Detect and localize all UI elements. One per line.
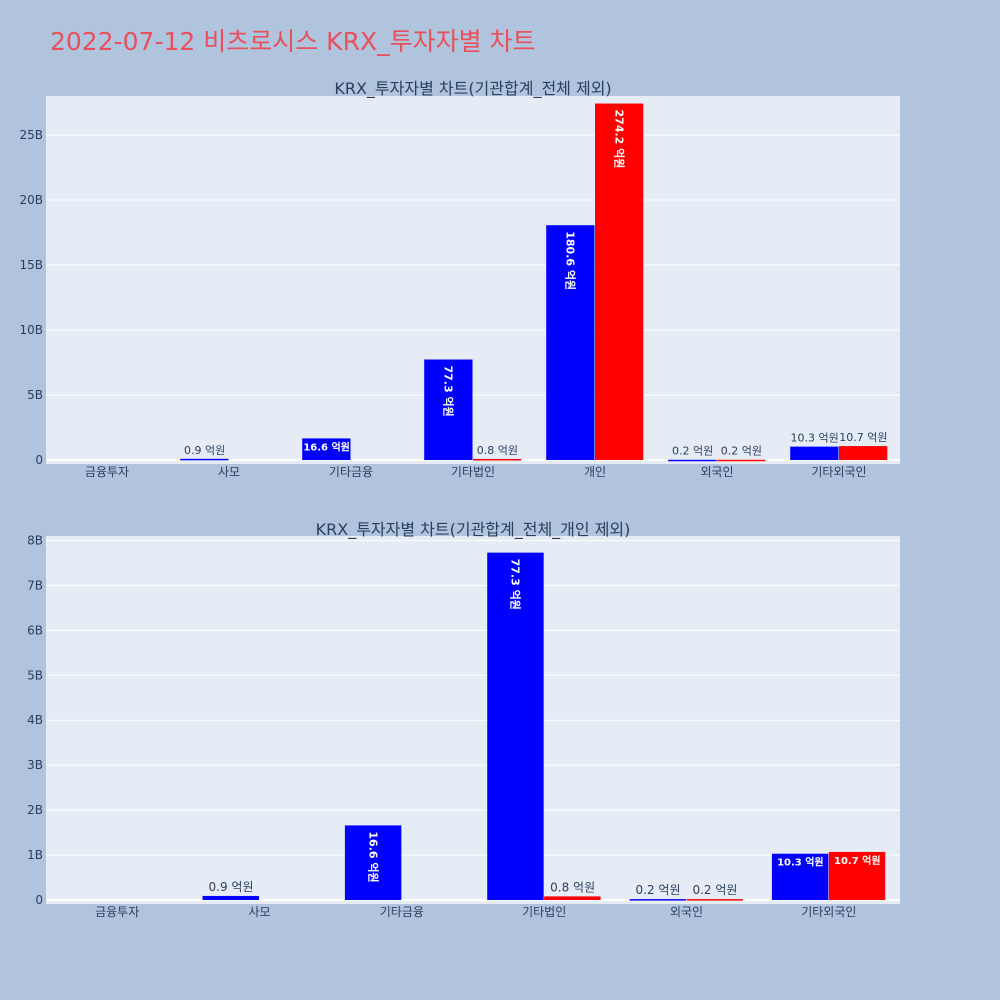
- bar: [180, 458, 229, 461]
- bar-value-label: 0.2 억원: [636, 883, 681, 897]
- bar-value-label: 77.3 억원: [442, 366, 456, 417]
- y-tick-label: 3B: [27, 758, 43, 772]
- bar: [717, 459, 766, 462]
- bar-value-label: 0.8 억원: [477, 444, 518, 457]
- bar: [771, 853, 829, 900]
- y-tick-label: 4B: [27, 713, 43, 727]
- bar: [839, 446, 888, 460]
- bar-value-label: 10.7 억원: [834, 854, 881, 867]
- bar-value-label: 10.7 억원: [839, 431, 887, 444]
- bar: [473, 458, 522, 461]
- x-tick-label: 금융투자: [85, 465, 129, 479]
- y-tick-label: 6B: [27, 623, 43, 637]
- page-title: 2022-07-12 비츠로시스 KRX_투자자별 차트: [50, 27, 536, 56]
- chart-title: KRX_투자자별 차트(기관합계_전체 제외): [334, 79, 611, 99]
- plot-background: [46, 96, 900, 464]
- y-tick-label: 0: [35, 453, 43, 467]
- bar-value-label: 274.2 억원: [612, 110, 626, 169]
- bar-value-label: 0.9 억원: [209, 880, 254, 894]
- x-tick-label: 기타금융: [329, 465, 373, 479]
- bar: [790, 446, 839, 460]
- x-tick-label: 기타금융: [380, 905, 424, 919]
- bar: [668, 459, 717, 462]
- bar: [686, 899, 743, 901]
- bar-value-label: 0.9 억원: [184, 444, 225, 457]
- bar-value-label: 77.3 억원: [509, 559, 523, 610]
- bar: [202, 895, 259, 900]
- bar-value-label: 10.3 억원: [777, 856, 824, 869]
- bar-value-label: 0.2 억원: [672, 445, 713, 458]
- y-tick-label: 5B: [27, 388, 43, 402]
- bar-value-label: 10.3 억원: [790, 432, 838, 445]
- x-tick-label: 기타외국인: [811, 465, 866, 479]
- x-tick-label: 개인: [584, 465, 606, 479]
- y-tick-label: 5B: [27, 668, 43, 682]
- y-tick-label: 10B: [19, 323, 43, 337]
- y-tick-label: 0: [35, 893, 43, 907]
- x-tick-label: 사모: [248, 905, 270, 919]
- bar-value-label: 0.8 억원: [550, 880, 595, 894]
- bar: [629, 899, 686, 901]
- bar: [544, 896, 601, 900]
- bar-value-label: 16.6 억원: [366, 831, 380, 882]
- y-tick-label: 1B: [27, 848, 43, 862]
- y-tick-label: 15B: [19, 258, 43, 272]
- x-tick-label: 기타법인: [451, 465, 495, 479]
- bar: [344, 825, 402, 900]
- x-tick-label: 외국인: [700, 465, 733, 479]
- bar: [424, 359, 473, 460]
- bar-value-label: 0.2 억원: [692, 883, 737, 897]
- x-tick-label: 기타법인: [522, 905, 566, 919]
- y-tick-label: 2B: [27, 803, 43, 817]
- chart-2: 0 1B 2B 3B 4B 5B 6B 7B 8B KRX_투자자별 차트(기관합계_전체_개인 …: [27, 520, 900, 919]
- x-tick-label: 사모: [218, 465, 240, 479]
- y-tick-label: 7B: [27, 578, 43, 592]
- bar: [828, 851, 886, 900]
- bar-value-label: 180.6 억원: [564, 231, 578, 290]
- bar: [487, 552, 544, 900]
- bar-value-label: 0.2 억원: [721, 445, 762, 458]
- bar-value-label: 16.6 억원: [303, 440, 350, 453]
- chart-1: 0 5B 10B 15B 20B 25B KRX_투자자별 차트(기관합계_전체 제외) 금융…: [19, 79, 900, 479]
- chart-title: KRX_투자자별 차트(기관합계_전체_개인 제외): [316, 520, 631, 540]
- y-tick-label: 20B: [19, 193, 43, 207]
- y-tick-label: 8B: [27, 533, 43, 547]
- bar: [302, 438, 351, 460]
- bar: [595, 103, 644, 460]
- y-tick-label: 25B: [19, 128, 43, 142]
- x-tick-label: 기타외국인: [801, 905, 856, 919]
- x-tick-label: 외국인: [670, 905, 703, 919]
- x-tick-label: 금융투자: [95, 905, 139, 919]
- bar: [546, 225, 595, 460]
